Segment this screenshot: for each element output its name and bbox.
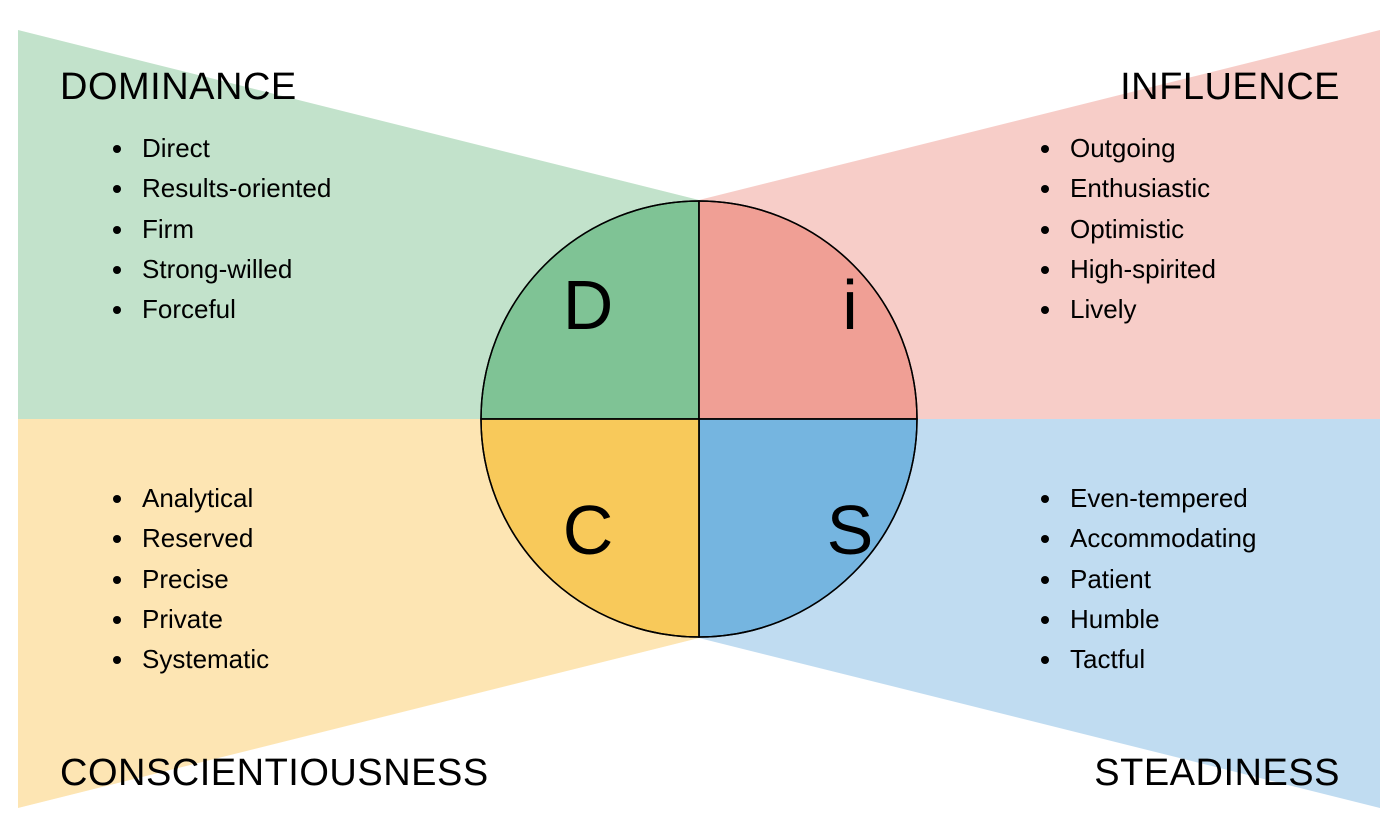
trait-item: Enthusiastic: [1064, 168, 1216, 208]
traits-conscientiousness: AnalyticalReservedPrecisePrivateSystemat…: [100, 478, 269, 679]
circle-letter-i: i: [800, 265, 900, 345]
title-steadiness: STEADINESS: [1094, 752, 1340, 795]
disc-diagram: DOMINANCE INFLUENCE STEADINESS CONSCIENT…: [0, 0, 1398, 838]
trait-item: Forceful: [136, 289, 331, 329]
circle-letter-s: S: [800, 490, 900, 570]
circle-letter-d: D: [538, 265, 638, 345]
trait-item: Firm: [136, 209, 331, 249]
trait-item: High-spirited: [1064, 249, 1216, 289]
traits-dominance: DirectResults-orientedFirmStrong-willedF…: [100, 128, 331, 329]
trait-item: Analytical: [136, 478, 269, 518]
trait-item: Private: [136, 599, 269, 639]
title-influence: INFLUENCE: [1120, 66, 1340, 109]
traits-steadiness: Even-temperedAccommodatingPatientHumbleT…: [1028, 478, 1256, 679]
trait-item: Tactful: [1064, 639, 1256, 679]
trait-item: Accommodating: [1064, 518, 1256, 558]
circle-letter-c: C: [538, 490, 638, 570]
trait-item: Reserved: [136, 518, 269, 558]
trait-item: Optimistic: [1064, 209, 1216, 249]
background-svg: [0, 0, 1398, 838]
trait-item: Strong-willed: [136, 249, 331, 289]
trait-item: Lively: [1064, 289, 1216, 329]
traits-influence: OutgoingEnthusiasticOptimisticHigh-spiri…: [1028, 128, 1216, 329]
trait-item: Patient: [1064, 559, 1256, 599]
trait-item: Humble: [1064, 599, 1256, 639]
trait-item: Even-tempered: [1064, 478, 1256, 518]
trait-item: Precise: [136, 559, 269, 599]
trait-item: Direct: [136, 128, 331, 168]
trait-item: Systematic: [136, 639, 269, 679]
title-dominance: DOMINANCE: [60, 66, 297, 109]
trait-item: Results-oriented: [136, 168, 331, 208]
trait-item: Outgoing: [1064, 128, 1216, 168]
title-conscientiousness: CONSCIENTIOUSNESS: [60, 752, 489, 795]
